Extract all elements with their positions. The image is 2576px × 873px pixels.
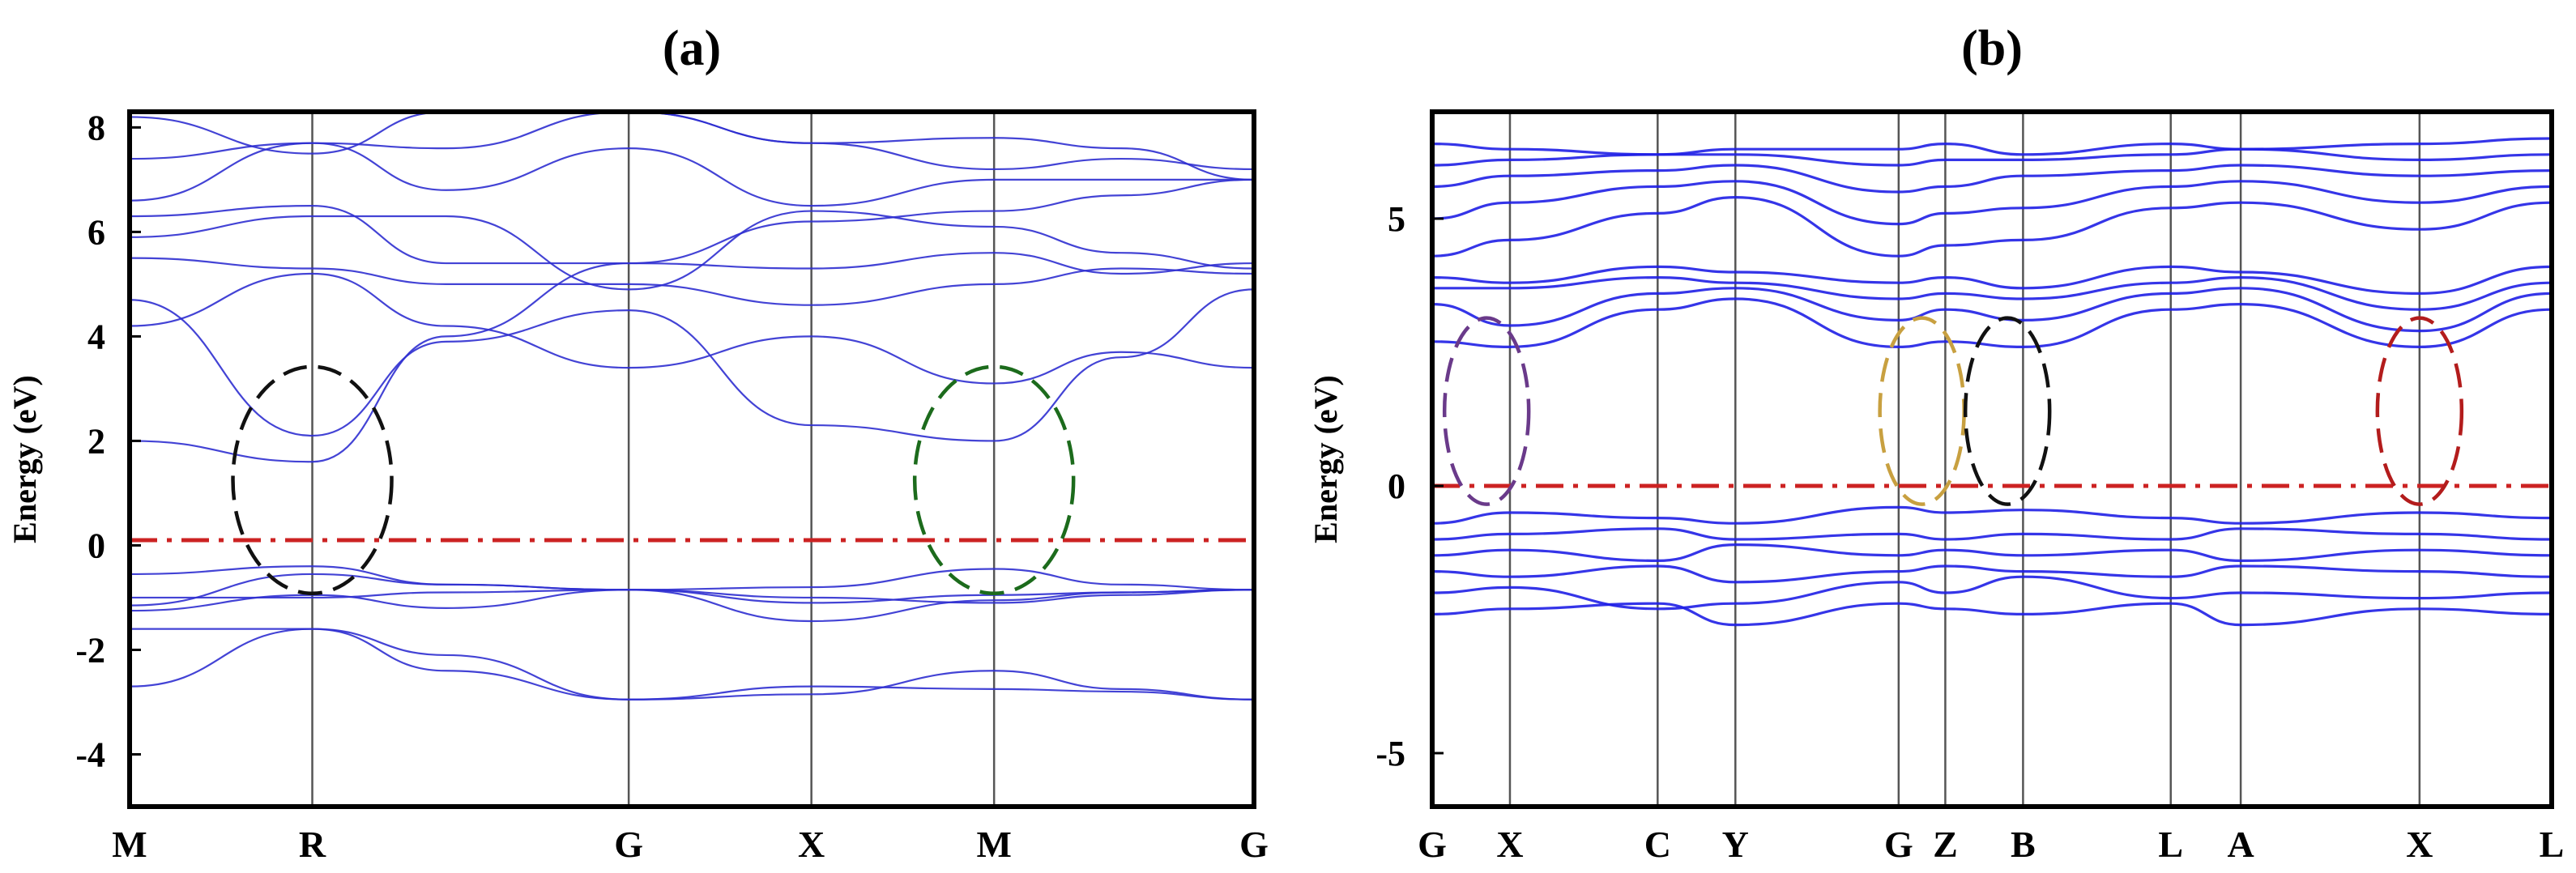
x-tick-label: M [976,824,1011,865]
highlight-circle [1963,316,2052,506]
x-tick-label: X [1496,824,1523,865]
panel-label: (a) [663,21,721,76]
x-tick-label: L [2158,824,2183,865]
x-tick-label: B [2011,824,2036,865]
band-line [130,589,1254,623]
band-line [1432,505,2552,525]
band-line [1432,564,2552,584]
band-line [1432,297,2552,349]
band-line [1432,147,2552,167]
band-line [130,565,1254,604]
y-tick-label: 0 [87,526,105,565]
band-line [1432,265,2552,296]
band-line [130,288,1254,442]
band-line [1432,195,2552,258]
panel-a: (a) -4 -2 0 2 4 6 8 M R G X M G Energy (eV) [6,21,1269,865]
x-tick-label: X [2406,824,2433,865]
y-tick-label: 5 [1388,199,1405,239]
x-tick-label: A [2227,824,2254,865]
x-tick-label: Z [1933,824,1958,865]
band-line [130,112,1254,181]
highlight-circle [231,364,394,596]
x-tick-label: G [614,824,643,865]
x-tick-label: R [299,824,326,865]
band-lines [130,112,1254,701]
y-tick-label: -2 [75,630,105,670]
band-line [130,252,1254,463]
highlight-circle [1442,316,1531,506]
plot-frame [1430,109,2554,809]
band-line [1432,137,2552,156]
x-tick-label: G [1418,824,1447,865]
x-tick-label: C [1644,824,1671,865]
panel-label: (b) [1961,21,2023,76]
highlight-circle [912,364,1076,596]
band-line [130,628,1254,701]
x-tick-label: X [798,824,825,865]
band-line [130,628,1254,701]
y-tick-label: -5 [1375,734,1405,773]
band-line [1432,527,2552,541]
band-line [1432,275,2552,311]
y-tick-label: 6 [87,212,105,252]
band-line [130,257,1254,306]
band-line [1432,543,2552,563]
band-line [1432,575,2552,611]
x-tick-label: Y [1722,824,1749,865]
band-line [130,589,1254,604]
x-tick-label: G [1239,824,1269,865]
highlight-circle [2375,316,2464,506]
y-tick-label: 0 [1388,466,1405,506]
y-axis-label: Energy (eV) [6,375,43,543]
band-line [130,112,1254,171]
band-line [1432,164,2552,194]
band-line [130,568,1254,607]
y-tick-label: 2 [87,421,105,461]
highlight-circle [1878,316,1966,506]
y-tick-label: -4 [75,735,105,774]
band-lines [1432,137,2552,627]
x-tick-label: L [2540,824,2565,865]
band-line [130,272,1254,385]
band-line [1432,602,2552,627]
x-tick-label: M [112,824,147,865]
x-tick-label: G [1884,824,1913,865]
band-line [1432,180,2552,226]
y-tick-label: 4 [87,317,105,356]
y-axis-label: Energy (eV) [1307,375,1344,543]
band-line [130,178,1254,265]
plot-frame [127,109,1256,809]
band-line [130,210,1254,291]
band-line [1432,287,2552,333]
y-tick-label: 8 [87,108,105,147]
